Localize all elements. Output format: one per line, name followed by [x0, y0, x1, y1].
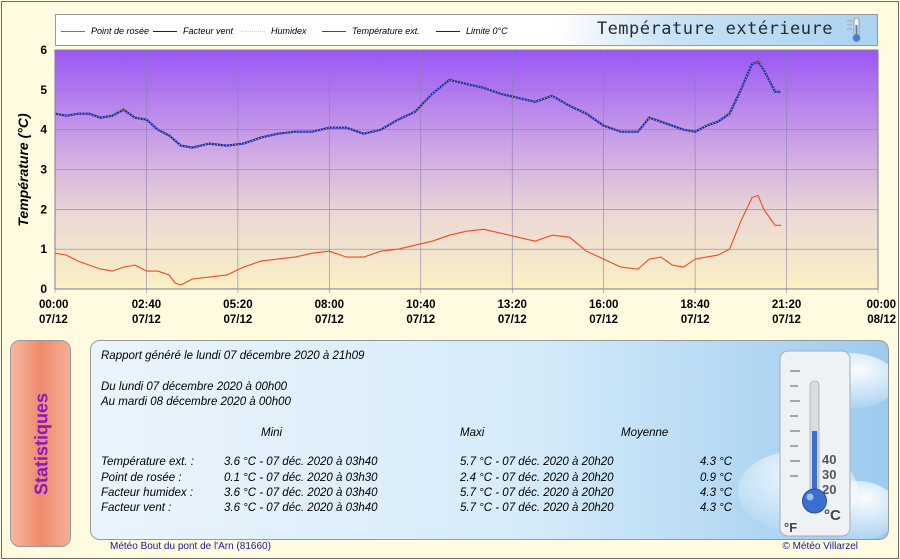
legend-label: Humidex: [271, 26, 307, 36]
stat-row-label: Facteur vent :: [101, 502, 172, 514]
x-tick-time: 08:00: [315, 299, 344, 311]
statistics-title: Statistiques: [31, 392, 52, 496]
chart-legend: Point de rosée Facteur vent Humidex Tempéra…: [55, 14, 878, 46]
unit-fahrenheit: °F: [784, 520, 797, 535]
legend-swatch: [241, 31, 265, 32]
thermometer-illustration: 20 30 40 °F °C: [738, 350, 888, 539]
x-tick-time: 00:00: [39, 299, 68, 311]
y-tick-label: 1: [40, 242, 47, 256]
y-tick-label: 6: [40, 43, 47, 57]
temperature-chart: 0 1 2 3 4 5 6 00:00 07/12 02:40 07/12 05:20 07/12 08:…: [15, 43, 896, 326]
stat-row-mini: 3.6 °C - 07 déc. 2020 à 03h40: [224, 487, 378, 499]
x-tick-date: 07/12: [681, 314, 710, 326]
x-tick-time: 18:40: [680, 299, 709, 311]
x-tick-date: 07/12: [498, 314, 527, 326]
stat-row-mini: 0.1 °C - 07 déc. 2020 à 03h30: [224, 472, 378, 484]
stat-row-mini: 3.6 °C - 07 déc. 2020 à 03h40: [224, 456, 378, 468]
chart-series: [54, 60, 781, 286]
unit-celsius: °C: [824, 507, 841, 524]
legend-label: Limite 0°C: [466, 26, 508, 36]
x-tick-date: 08/12: [867, 314, 896, 326]
period-from-line: Du lundi 07 décembre 2020 à 00h00: [101, 381, 288, 393]
x-tick-time: 13:20: [498, 299, 527, 311]
column-header-moyenne: Moyenne: [621, 427, 669, 439]
legend-label: Point de rosée: [91, 26, 150, 36]
y-tick-label: 5: [40, 83, 47, 97]
stat-row-moyenne: 4.3 °C: [700, 502, 733, 514]
chart-title: Température extérieure: [596, 19, 833, 39]
x-tick-time: 00:00: [867, 299, 896, 311]
x-tick-date: 07/12: [772, 314, 801, 326]
chart-grid: [54, 49, 879, 293]
x-tick-date: 07/12: [589, 314, 618, 326]
stat-row-maxi: 5.7 °C - 07 déc. 2020 à 20h20: [460, 502, 614, 514]
legend-swatch: [153, 31, 177, 32]
x-tick-time: 02:40: [132, 299, 161, 311]
stat-row-maxi: 5.7 °C - 07 déc. 2020 à 20h20: [460, 487, 614, 499]
legend-swatch: [322, 31, 346, 32]
footer-copyright: © Météo Villarzel: [782, 541, 858, 552]
x-tick-date: 07/12: [39, 314, 68, 326]
thermo-scale-40: 40: [822, 452, 836, 467]
period-to-line: Au mardi 08 décembre 2020 à 00h00: [101, 396, 291, 408]
y-tick-label: 3: [40, 163, 47, 177]
legend-swatch: [61, 31, 85, 32]
chart-axes: 0 1 2 3 4 5 6 00:00 07/12 02:40 07/12 05:20 07/12 08:…: [39, 43, 896, 326]
y-tick-label: 0: [40, 282, 47, 296]
stat-row-label: Point de rosée :: [101, 472, 182, 484]
statistics-panel: 20 30 40 °F °C Rapport généré le lundi 0…: [90, 340, 889, 540]
report-generated-line: Rapport généré le lundi 07 décembre 2020…: [101, 350, 365, 362]
stat-row-maxi: 5.7 °C - 07 déc. 2020 à 20h20: [460, 456, 614, 468]
stat-row-moyenne: 4.3 °C: [700, 487, 733, 499]
y-tick-label: 2: [40, 202, 47, 216]
stat-row-label: Température ext. :: [101, 456, 194, 468]
x-tick-date: 07/12: [223, 314, 252, 326]
x-tick-time: 16:00: [589, 299, 618, 311]
x-tick-date: 07/12: [132, 314, 161, 326]
stat-row-moyenne: 0.9 °C: [700, 472, 733, 484]
stat-row-mini: 3.6 °C - 07 déc. 2020 à 03h40: [224, 502, 378, 514]
series-line: [54, 194, 781, 286]
thermometer-icon: [847, 17, 861, 42]
legend-label: Température ext.: [352, 26, 420, 36]
stat-row-maxi: 2.4 °C - 07 déc. 2020 à 20h20: [460, 472, 614, 484]
series-line: [54, 61, 781, 149]
thermo-scale-20: 20: [822, 482, 836, 497]
x-tick-date: 07/12: [315, 314, 344, 326]
x-tick-time: 10:40: [406, 299, 435, 311]
footer-station-name: Météo Bout du pont de l'Arn (81660): [110, 541, 271, 552]
column-header-mini: Mini: [261, 427, 283, 439]
stat-row-moyenne: 4.3 °C: [700, 456, 733, 468]
legend-swatch: [436, 31, 460, 32]
y-axis-label: Température (°C): [15, 113, 31, 227]
x-tick-time: 05:20: [223, 299, 252, 311]
stat-row-label: Facteur humidex :: [101, 487, 194, 499]
column-header-maxi: Maxi: [460, 427, 485, 439]
x-tick-date: 07/12: [406, 314, 435, 326]
x-tick-time: 21:20: [772, 299, 801, 311]
statistics-side-tab: Statistiques: [10, 340, 71, 547]
legend-label: Facteur vent: [183, 26, 234, 36]
chart-title-banner: Température extérieure: [557, 15, 877, 45]
thermo-scale-30: 30: [822, 467, 836, 482]
y-tick-label: 4: [40, 123, 47, 137]
